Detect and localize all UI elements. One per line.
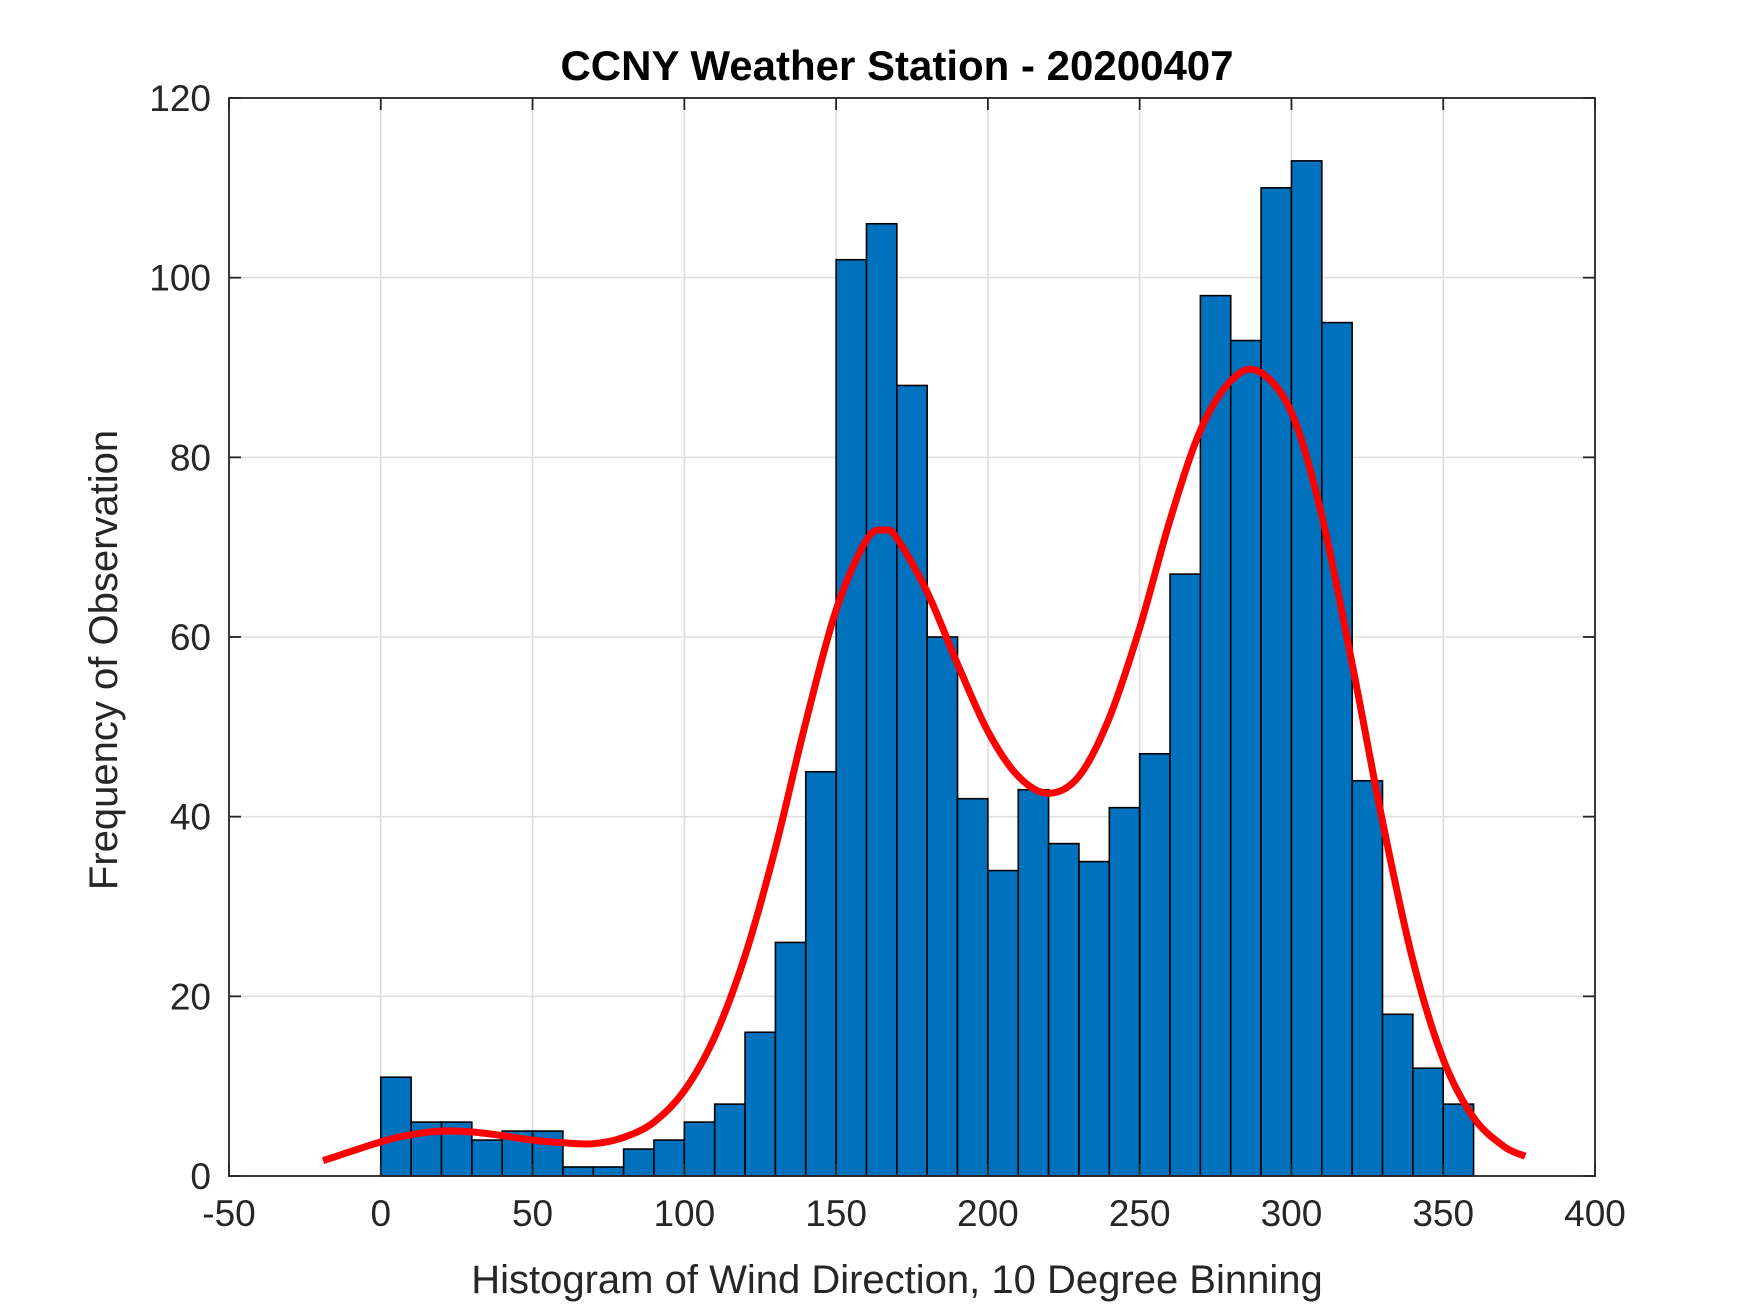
axes xyxy=(228,97,1596,1177)
histogram-bar-17 xyxy=(896,384,928,1177)
histogram-bar-32 xyxy=(1351,779,1384,1177)
histogram-bar-8 xyxy=(622,1148,655,1177)
y-tick-label: 120 xyxy=(149,78,211,119)
x-tick-label: 300 xyxy=(1261,1193,1323,1234)
y-tick-label: 20 xyxy=(170,976,211,1017)
histogram-bar-24 xyxy=(1108,806,1141,1177)
histogram-bar-28 xyxy=(1229,339,1262,1177)
x-tick-label: 200 xyxy=(957,1193,1019,1234)
histogram-bar-6 xyxy=(562,1166,595,1177)
histogram-bar-3 xyxy=(471,1139,504,1177)
histogram-bar-15 xyxy=(835,258,868,1177)
histogram-bar-9 xyxy=(653,1139,686,1177)
histogram-bar-29 xyxy=(1260,187,1293,1177)
histogram-bars xyxy=(379,160,1475,1177)
histogram-bar-7 xyxy=(592,1166,625,1177)
histogram-bar-14 xyxy=(804,770,837,1177)
x-tick-label: 250 xyxy=(1109,1193,1171,1234)
fit-curve-line xyxy=(322,365,1527,1165)
x-tick-label: 100 xyxy=(653,1193,715,1234)
histogram-bar-13 xyxy=(774,941,807,1177)
y-tick-label: 0 xyxy=(190,1156,211,1197)
histogram-bar-25 xyxy=(1138,752,1171,1177)
histogram-bar-19 xyxy=(956,797,989,1177)
histogram-bar-31 xyxy=(1321,321,1353,1177)
histogram-bar-12 xyxy=(744,1031,777,1177)
x-tick-label: 350 xyxy=(1412,1193,1474,1234)
x-tick-label: 50 xyxy=(512,1193,553,1234)
x-axis-label: Histogram of Wind Direction, 10 Degree B… xyxy=(471,1258,1323,1302)
histogram-bar-18 xyxy=(926,636,959,1177)
x-tick-label: 150 xyxy=(805,1193,867,1234)
x-tick-label: -50 xyxy=(202,1193,255,1234)
histogram-bar-27 xyxy=(1199,294,1232,1177)
histogram-bar-26 xyxy=(1169,573,1202,1177)
histogram-bar-11 xyxy=(713,1103,746,1177)
histogram-bar-22 xyxy=(1047,842,1080,1177)
x-tick-label: 0 xyxy=(370,1193,391,1234)
y-axis-label: Frequency of Observation xyxy=(82,430,126,890)
x-tick-label: 400 xyxy=(1564,1193,1626,1234)
histogram-bar-30 xyxy=(1290,160,1323,1177)
histogram-bar-0 xyxy=(379,1076,412,1177)
y-tick-label: 80 xyxy=(170,437,211,478)
histogram-bar-10 xyxy=(683,1121,716,1177)
tick-labels: -50 0 50 100 150 200 250 300 350 4000204060801001… xyxy=(149,78,1626,1234)
histogram-bar-16 xyxy=(865,222,898,1177)
y-tick-label: 100 xyxy=(149,258,211,299)
histogram-bar-34 xyxy=(1412,1067,1445,1177)
histogram-bar-21 xyxy=(1017,788,1050,1177)
histogram-bar-33 xyxy=(1381,1013,1414,1177)
chart-title: CCNY Weather Station - 20200407 xyxy=(560,42,1233,89)
fit-curve-layer xyxy=(322,365,1527,1165)
y-tick-label: 40 xyxy=(170,797,211,838)
y-tick-label: 60 xyxy=(170,617,211,658)
histogram-bar-20 xyxy=(987,869,1020,1177)
histogram-bar-23 xyxy=(1078,860,1111,1177)
